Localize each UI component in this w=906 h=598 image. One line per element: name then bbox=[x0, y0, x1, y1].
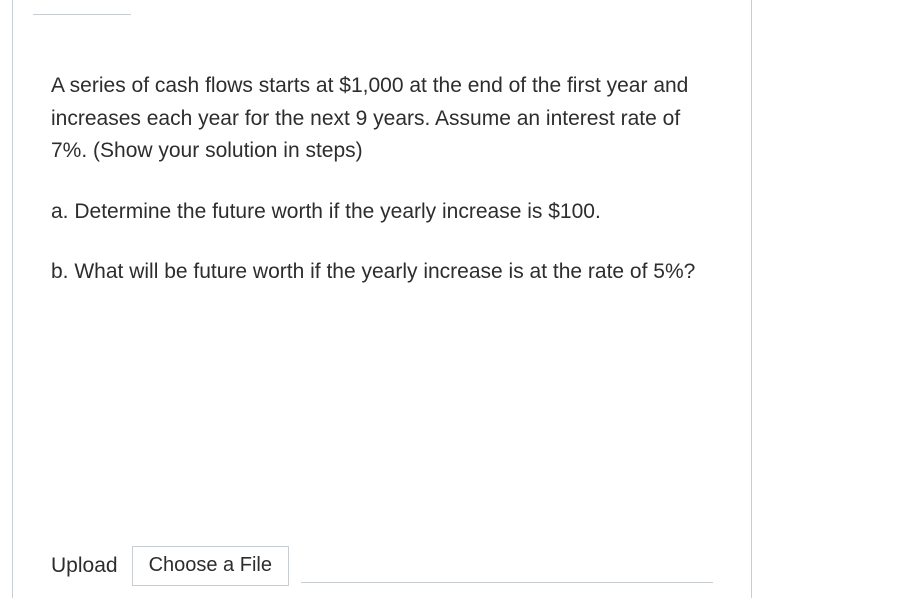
question-card: A series of cash flows starts at $1,000 … bbox=[12, 0, 752, 598]
question-intro: A series of cash flows starts at $1,000 … bbox=[51, 70, 713, 168]
choose-file-button[interactable]: Choose a File bbox=[132, 546, 289, 586]
upload-label: Upload bbox=[51, 554, 118, 578]
question-part-b: b. What will be future worth if the year… bbox=[51, 256, 713, 289]
viewport: A series of cash flows starts at $1,000 … bbox=[0, 0, 906, 598]
upload-row: Upload Choose a File bbox=[13, 546, 751, 586]
question-body: A series of cash flows starts at $1,000 … bbox=[13, 0, 751, 337]
file-input-underline bbox=[301, 582, 713, 584]
question-part-a: a. Determine the future worth if the yea… bbox=[51, 196, 713, 229]
top-divider bbox=[33, 14, 131, 15]
